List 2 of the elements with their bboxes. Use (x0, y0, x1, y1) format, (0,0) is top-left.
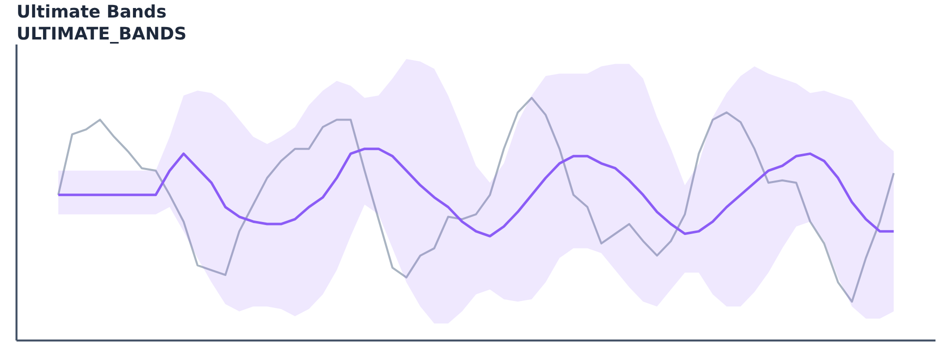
chart-subtitle: ULTIMATE_BANDS (16, 24, 187, 44)
chart-title: Ultimate Bands (16, 2, 167, 22)
